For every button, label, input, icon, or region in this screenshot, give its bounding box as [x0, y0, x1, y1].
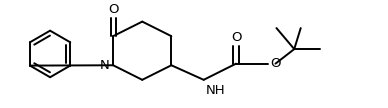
Text: O: O	[231, 31, 241, 44]
Text: O: O	[270, 57, 281, 70]
Text: O: O	[108, 3, 118, 16]
Text: N: N	[99, 59, 109, 72]
Text: NH: NH	[205, 84, 225, 97]
